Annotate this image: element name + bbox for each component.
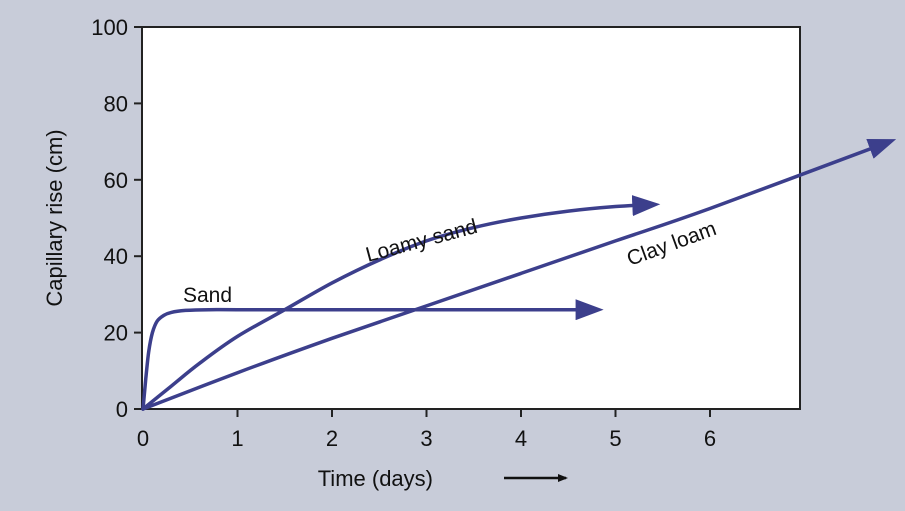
x-tick-label: 5 — [609, 426, 621, 451]
y-tick-label: 100 — [91, 15, 128, 40]
x-tick-label: 6 — [704, 426, 716, 451]
series-line-clay-loam — [141, 139, 897, 411]
y-tick-label: 20 — [104, 321, 128, 346]
x-axis-title: Time (days) — [318, 466, 433, 491]
y-tick-label: 0 — [116, 397, 128, 422]
y-axis: 0 20 40 60 80 100 — [91, 15, 142, 422]
x-tick-label: 0 — [137, 426, 149, 451]
series-layer — [141, 139, 897, 411]
series-label-sand: Sand — [183, 284, 232, 307]
x-tick-label: 2 — [326, 426, 338, 451]
y-tick-label: 40 — [104, 244, 128, 269]
x-axis: 0 1 2 3 4 5 6 — [137, 409, 716, 451]
x-tick-label: 1 — [231, 426, 243, 451]
x-tick-label: 4 — [515, 426, 527, 451]
y-tick-label: 80 — [104, 91, 128, 116]
y-tick-label: 60 — [104, 168, 128, 193]
series-line-loamy-sand — [141, 195, 661, 411]
series-line-sand — [141, 299, 604, 411]
y-axis-title: Capillary rise (cm) — [42, 129, 67, 306]
x-tick-label: 3 — [420, 426, 432, 451]
plot-area — [141, 26, 801, 410]
